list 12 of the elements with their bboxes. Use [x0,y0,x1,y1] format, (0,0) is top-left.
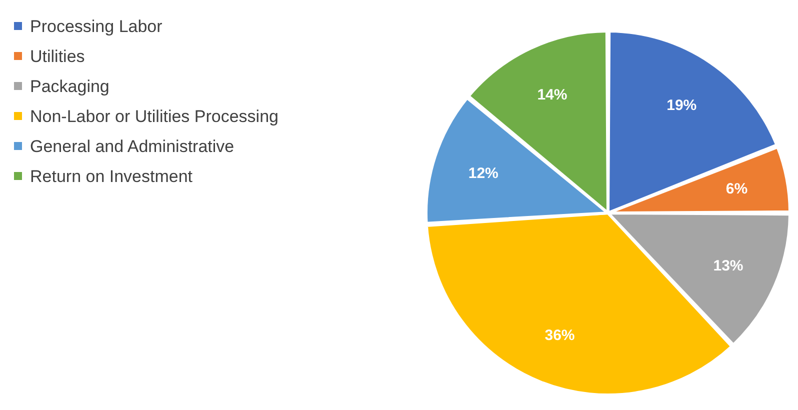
data-label: 13% [713,257,744,274]
legend-label: General and Administrative [30,136,234,156]
legend-label: Return on Investment [30,166,193,186]
data-label: 36% [544,327,575,344]
legend-label: Processing Labor [30,16,163,36]
data-label: 14% [537,86,568,104]
legend-label: Packaging [30,76,110,96]
legend-label: Non-Labor or Utilities Processing [30,106,278,126]
data-label: 19% [666,96,697,114]
legend-label: Utilities [30,46,85,66]
data-label: 12% [468,164,498,182]
data-label: 6% [726,180,748,198]
